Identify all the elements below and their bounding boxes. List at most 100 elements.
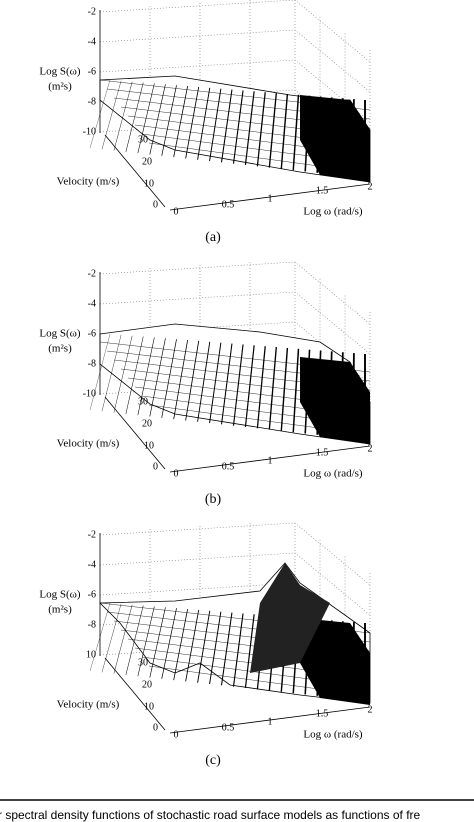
v-tick-label: 0: [153, 461, 158, 472]
mesh-line: [244, 91, 255, 166]
panel-label: (b): [205, 492, 222, 507]
z-tick-label: -10: [83, 388, 96, 399]
x-tick-label: 0: [174, 468, 179, 479]
z-tick-label: -4: [88, 559, 96, 570]
mesh-line: [280, 93, 289, 169]
v-axis: [104, 396, 166, 470]
v-tick-label: 0: [153, 722, 158, 733]
surface-dark: [300, 357, 370, 444]
back-grid: [99, 0, 371, 63]
caption: r spectral density functions of stochast…: [0, 808, 421, 822]
back-grid: [99, 522, 371, 586]
mesh-line: [137, 337, 155, 416]
x-tick-label: 0.5: [222, 722, 235, 733]
x-tick-label: 1.5: [316, 185, 329, 196]
z-tick-label: -4: [88, 36, 96, 47]
z-label: Log S(ω): [39, 66, 80, 78]
mesh-line: [256, 346, 266, 429]
v-tick-label: 20: [142, 156, 152, 167]
mesh-line: [113, 81, 133, 151]
mesh-line: [256, 92, 266, 167]
z-unit: (m²s): [48, 81, 72, 93]
mesh-line: [268, 346, 277, 430]
x-tick-label: 1.5: [316, 708, 329, 719]
x-tick-label: 2: [368, 443, 373, 454]
mesh-line: [101, 334, 122, 412]
z-label: Log S(ω): [39, 328, 80, 340]
surface-plot: -2 -4 -6 -8 -10 30 20 10 0 0 0.5 1 1.5 2 Log S(ω) (m²s)…: [39, 0, 373, 245]
x-axis: [169, 183, 371, 211]
z-tick-label: -8: [88, 619, 96, 630]
x-tick-label: 0.5: [222, 461, 235, 472]
v-axis: [104, 657, 166, 731]
mesh-line: [232, 613, 244, 687]
mesh-line: [197, 610, 211, 683]
mesh-line: [149, 84, 166, 155]
x-label: Log ω (rad/s): [303, 206, 363, 218]
mesh-line: [220, 612, 233, 686]
mesh-line: [101, 603, 122, 673]
back-grid: [99, 261, 371, 325]
z-tick-label: -6: [88, 589, 96, 600]
x-label: Log ω (rad/s): [303, 468, 363, 480]
z-tick-label: -2: [88, 268, 96, 279]
z-tick-label: -2: [88, 529, 96, 540]
mesh-line: [185, 340, 200, 421]
z-label: Log S(ω): [39, 589, 80, 601]
v-label: Velocity (m/s): [57, 438, 120, 450]
mesh-line: [161, 85, 177, 156]
z-tick-label: -6: [88, 328, 96, 339]
x-tick-label: 1: [268, 716, 273, 727]
x-tick-label: 1: [268, 193, 273, 204]
v-tick-label: 30: [138, 657, 148, 668]
surface-dark: [300, 618, 370, 705]
v-tick-label: 10: [144, 178, 154, 189]
z-tick-label: 10: [86, 649, 96, 660]
mesh-line: [149, 338, 166, 417]
x-tick-label: 1.5: [316, 447, 329, 458]
mesh-line: [185, 609, 200, 682]
x-axis: [169, 706, 371, 734]
surface-plot: -2 -4 -6 -8 10 30 20 10 0 0 0.5 1 1.5 2 Log S(ω) (m²s) V…: [39, 522, 373, 768]
x-label: Log ω (rad/s): [303, 729, 363, 741]
z-tick-label: -4: [88, 298, 96, 309]
mesh-line: [209, 611, 222, 685]
v-label: Velocity (m/s): [57, 699, 120, 711]
v-axis: [104, 134, 166, 208]
v-label: Velocity (m/s): [57, 176, 120, 188]
mesh-line: [232, 90, 244, 164]
mesh-line: [161, 339, 177, 418]
mesh-line: [173, 340, 188, 420]
x-axis: [169, 445, 371, 473]
z-tick-label: -2: [88, 6, 96, 17]
mesh-line: [161, 608, 177, 679]
mesh-line: [280, 347, 289, 431]
v-tick-label: 10: [144, 701, 154, 712]
mesh-line: [292, 348, 300, 433]
v-tick-label: 0: [153, 199, 158, 210]
x-tick-label: 0: [174, 206, 179, 217]
mesh-line: [125, 336, 144, 414]
mesh-line: [220, 343, 233, 425]
v-tick-label: 30: [138, 396, 148, 407]
mesh-line: [209, 342, 222, 424]
mesh-line: [185, 86, 200, 159]
peak: [250, 563, 330, 673]
v-tick-label: 30: [138, 134, 148, 145]
mesh-line: [268, 92, 277, 168]
panel-label: (c): [205, 753, 221, 768]
z-tick-label: -6: [88, 66, 96, 77]
z-unit: (m²s): [48, 343, 72, 355]
z-tick-label: -8: [88, 96, 96, 107]
mesh-line: [220, 89, 233, 163]
mesh-line: [244, 614, 255, 689]
mesh-line: [113, 604, 133, 674]
surface-plot: -2 -4 -6 -8 -10 30 20 10 0 0 0.5 1 1.5 2 Log S(ω) (m²s)…: [39, 261, 373, 507]
v-tick-label: 20: [142, 679, 152, 690]
mesh-line: [292, 94, 300, 171]
z-unit: (m²s): [48, 604, 72, 616]
z-tick-label: -8: [88, 358, 96, 369]
x-tick-label: 0: [174, 729, 179, 740]
x-tick-label: 0.5: [222, 199, 235, 210]
